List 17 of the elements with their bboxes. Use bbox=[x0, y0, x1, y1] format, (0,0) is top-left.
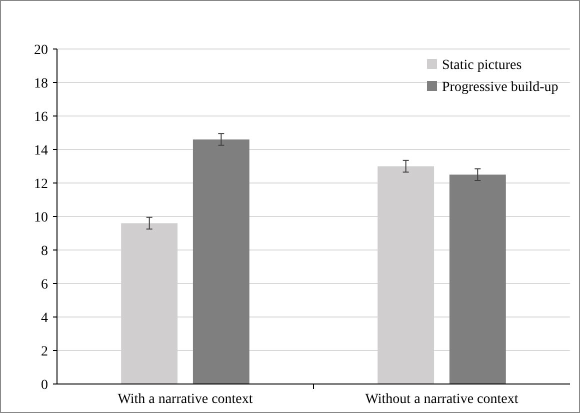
legend-label: Static pictures bbox=[442, 58, 522, 73]
y-tick-label: 20 bbox=[34, 42, 48, 58]
y-tick-label: 4 bbox=[41, 310, 48, 326]
y-tick-label: 0 bbox=[41, 378, 48, 393]
y-tick-label: 6 bbox=[41, 277, 48, 292]
y-tick-label: 2 bbox=[41, 344, 48, 360]
legend-label: Progressive build-up bbox=[442, 80, 558, 95]
y-tick-label: 10 bbox=[34, 210, 48, 226]
bar bbox=[192, 139, 250, 384]
bar bbox=[449, 174, 506, 384]
y-tick-label: 12 bbox=[34, 176, 48, 192]
y-tick-label: 18 bbox=[34, 76, 48, 92]
y-tick-label: 8 bbox=[41, 244, 48, 259]
y-tick-label: 16 bbox=[34, 110, 48, 125]
x-tick-label: With a narrative context bbox=[118, 392, 253, 407]
y-tick-label: 14 bbox=[34, 143, 48, 158]
x-tick-label: Without a narrative context bbox=[365, 392, 518, 407]
